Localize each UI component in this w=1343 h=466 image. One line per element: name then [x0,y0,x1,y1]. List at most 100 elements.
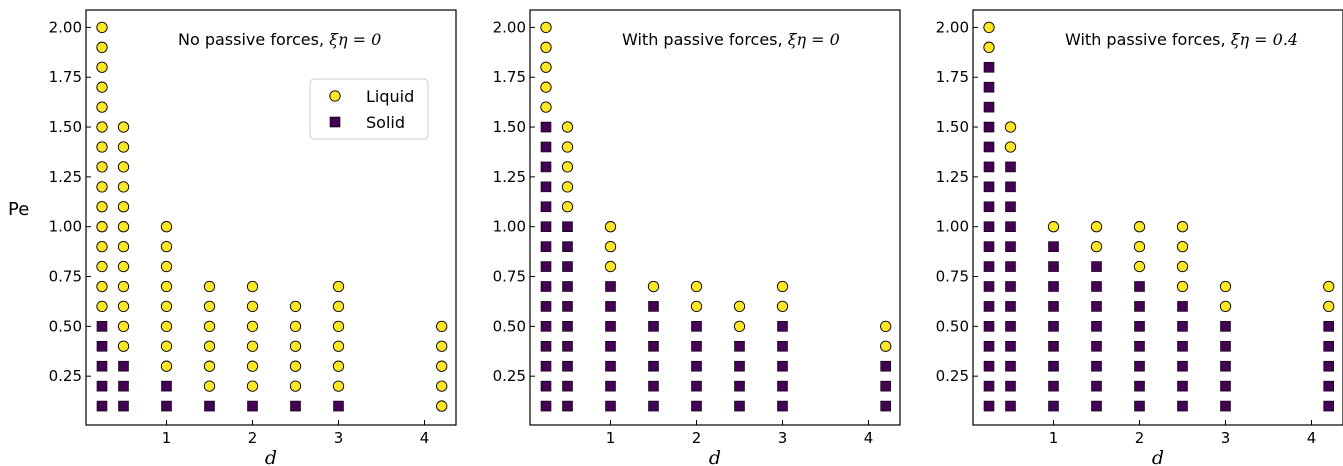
solid-point [96,360,108,372]
solid-point [983,360,995,372]
solid-point [562,221,573,232]
liquid-point [117,181,130,193]
solid-point [562,261,573,272]
liquid-point [540,41,552,53]
solid-point [1091,360,1102,372]
solid-point [691,321,702,332]
solid-point [777,380,788,392]
solid-point [540,181,552,193]
liquid-point [96,280,108,293]
solid-point [983,340,995,352]
solid-point [562,340,573,352]
x-tick-label: 4 [1307,429,1317,447]
solid-point [777,321,788,332]
solid-point [1005,241,1016,252]
liquid-point [96,240,108,253]
liquid-point [776,300,789,313]
liquid-point [733,320,746,332]
liquid-point [561,121,574,133]
liquid-point [1090,221,1103,233]
liquid-point [96,161,108,173]
solid-point [1220,340,1231,352]
solid-point [983,161,995,173]
liquid-point [96,181,108,193]
solid-point [1005,201,1016,213]
x-tick-label: 4 [864,429,874,447]
solid-point [605,340,616,352]
solid-point [1048,261,1059,272]
solid-point [1177,400,1188,412]
liquid-point [332,320,345,332]
solid-point [290,400,301,412]
solid-point [1134,400,1145,412]
x-tick-label: 2 [692,429,702,447]
solid-point [983,301,995,312]
solid-point [562,321,573,332]
solid-point [648,301,659,312]
plot-frame [85,9,457,426]
liquid-point [604,221,617,233]
liquid-point [983,21,995,34]
liquid-point [436,340,448,352]
y-tick-label: 1.25 [493,168,526,186]
liquid-point [561,201,574,213]
solid-point [562,400,573,412]
solid-point [1048,380,1059,392]
liquid-point [690,280,703,293]
liquid-point [1219,280,1232,293]
solid-point [691,400,702,412]
solid-point [1005,181,1016,193]
solid-point [691,340,702,352]
x-axis-label: d [1152,447,1164,466]
y-tick-label: 2.00 [493,18,526,36]
solid-point [1091,340,1102,352]
y-tick-label: 1.50 [936,118,969,136]
solid-point [1134,301,1145,312]
liquid-point [96,300,108,313]
legend-solid-marker [329,116,341,128]
liquid-point [96,221,108,233]
x-tick-label: 3 [1221,429,1231,447]
y-tick-label: 1.75 [493,68,526,86]
y-tick-label: 0.75 [49,268,82,286]
liquid-point [289,320,302,332]
liquid-point [436,360,448,372]
solid-point [1323,321,1334,332]
solid-point [1091,261,1102,272]
solid-point [562,281,573,292]
liquid-point [203,280,216,293]
liquid-point [117,221,130,233]
solid-point [1323,360,1334,372]
liquid-point [203,360,216,372]
x-tick-label: 1 [162,429,172,447]
y-tick-label: 0.50 [493,317,526,335]
solid-point [540,400,552,412]
legend-solid-label: Solid [366,113,405,132]
y-tick-label: 1.75 [49,68,82,86]
liquid-point [1090,240,1103,253]
solid-point [983,321,995,332]
solid-point [983,181,995,193]
solid-point [605,301,616,312]
liquid-point [96,260,108,273]
solid-point [1048,360,1059,372]
liquid-point [203,340,216,352]
solid-point [734,340,745,352]
y-tick-label: 2.00 [49,18,82,36]
solid-point [1177,360,1188,372]
solid-point [1177,301,1188,312]
solid-point [247,400,258,412]
solid-point [983,141,995,153]
liquid-point [983,41,995,53]
liquid-point [246,360,259,372]
liquid-point [160,221,173,233]
solid-point [333,400,344,412]
solid-point [540,380,552,392]
y-tick-label: 1.00 [49,218,82,236]
liquid-point [160,360,173,372]
liquid-point [203,320,216,332]
plot-frame [529,9,901,426]
liquid-point [1047,221,1060,233]
liquid-point [203,380,216,392]
